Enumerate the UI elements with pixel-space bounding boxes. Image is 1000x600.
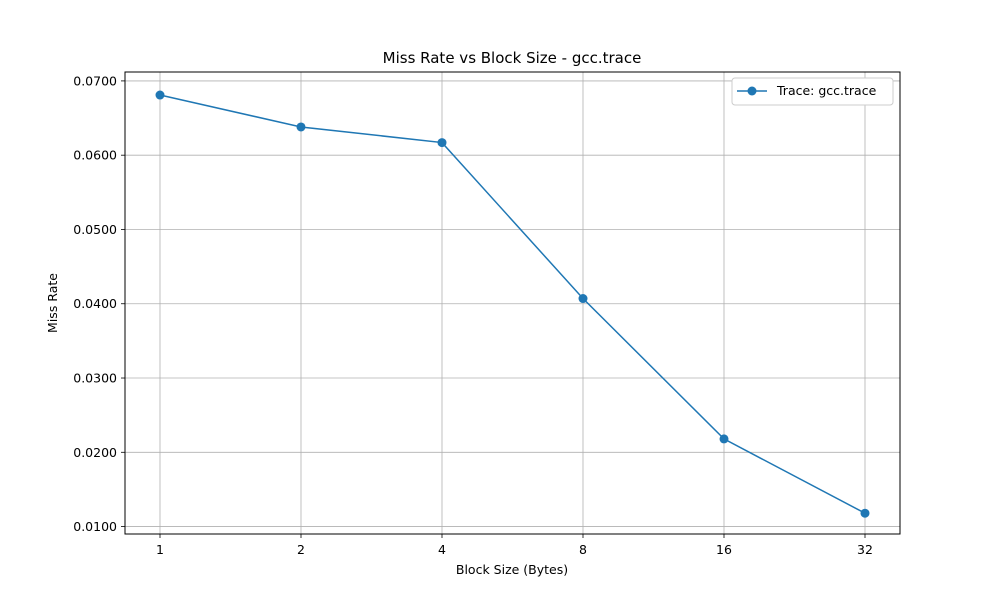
series-layer [155, 90, 870, 518]
data-point [155, 90, 165, 100]
y-tick-label: 0.0200 [73, 445, 117, 460]
y-axis-label: Miss Rate [45, 273, 60, 333]
ticks: 1 2 4 8 16 32 0.0100 0.0200 0.0300 0.0400 0.0500 0.… [73, 73, 873, 557]
series-line [159, 94, 866, 514]
plot-area-frame [124, 71, 901, 535]
y-tick-label: 0.0600 [73, 148, 117, 163]
data-point [296, 122, 306, 132]
legend-point-marker [747, 86, 757, 96]
grid [125, 72, 900, 534]
x-tick-label: 2 [297, 542, 305, 557]
chart-title: Miss Rate vs Block Size - gcc.trace [383, 49, 642, 67]
data-point [578, 294, 588, 304]
legend-box [731, 77, 894, 106]
x-tick-label: 1 [156, 542, 164, 557]
legend: Trace: gcc.trace [731, 77, 894, 106]
data-point [860, 508, 870, 518]
y-tick-label: 0.0300 [73, 371, 117, 386]
x-tick-label: 32 [857, 542, 873, 557]
y-tick-label: 0.0400 [73, 296, 117, 311]
y-tick-label: 0.0700 [73, 73, 117, 88]
x-axis-label: Block Size (Bytes) [456, 562, 568, 577]
x-tick-label: 16 [716, 542, 732, 557]
data-point [719, 434, 729, 444]
legend-entry-label: Trace: gcc.trace [776, 83, 877, 98]
x-tick-label: 4 [438, 542, 446, 557]
y-tick-label: 0.0500 [73, 222, 117, 237]
x-tick-label: 8 [579, 542, 587, 557]
y-tick-label: 0.0100 [73, 519, 117, 534]
data-point [437, 138, 447, 148]
